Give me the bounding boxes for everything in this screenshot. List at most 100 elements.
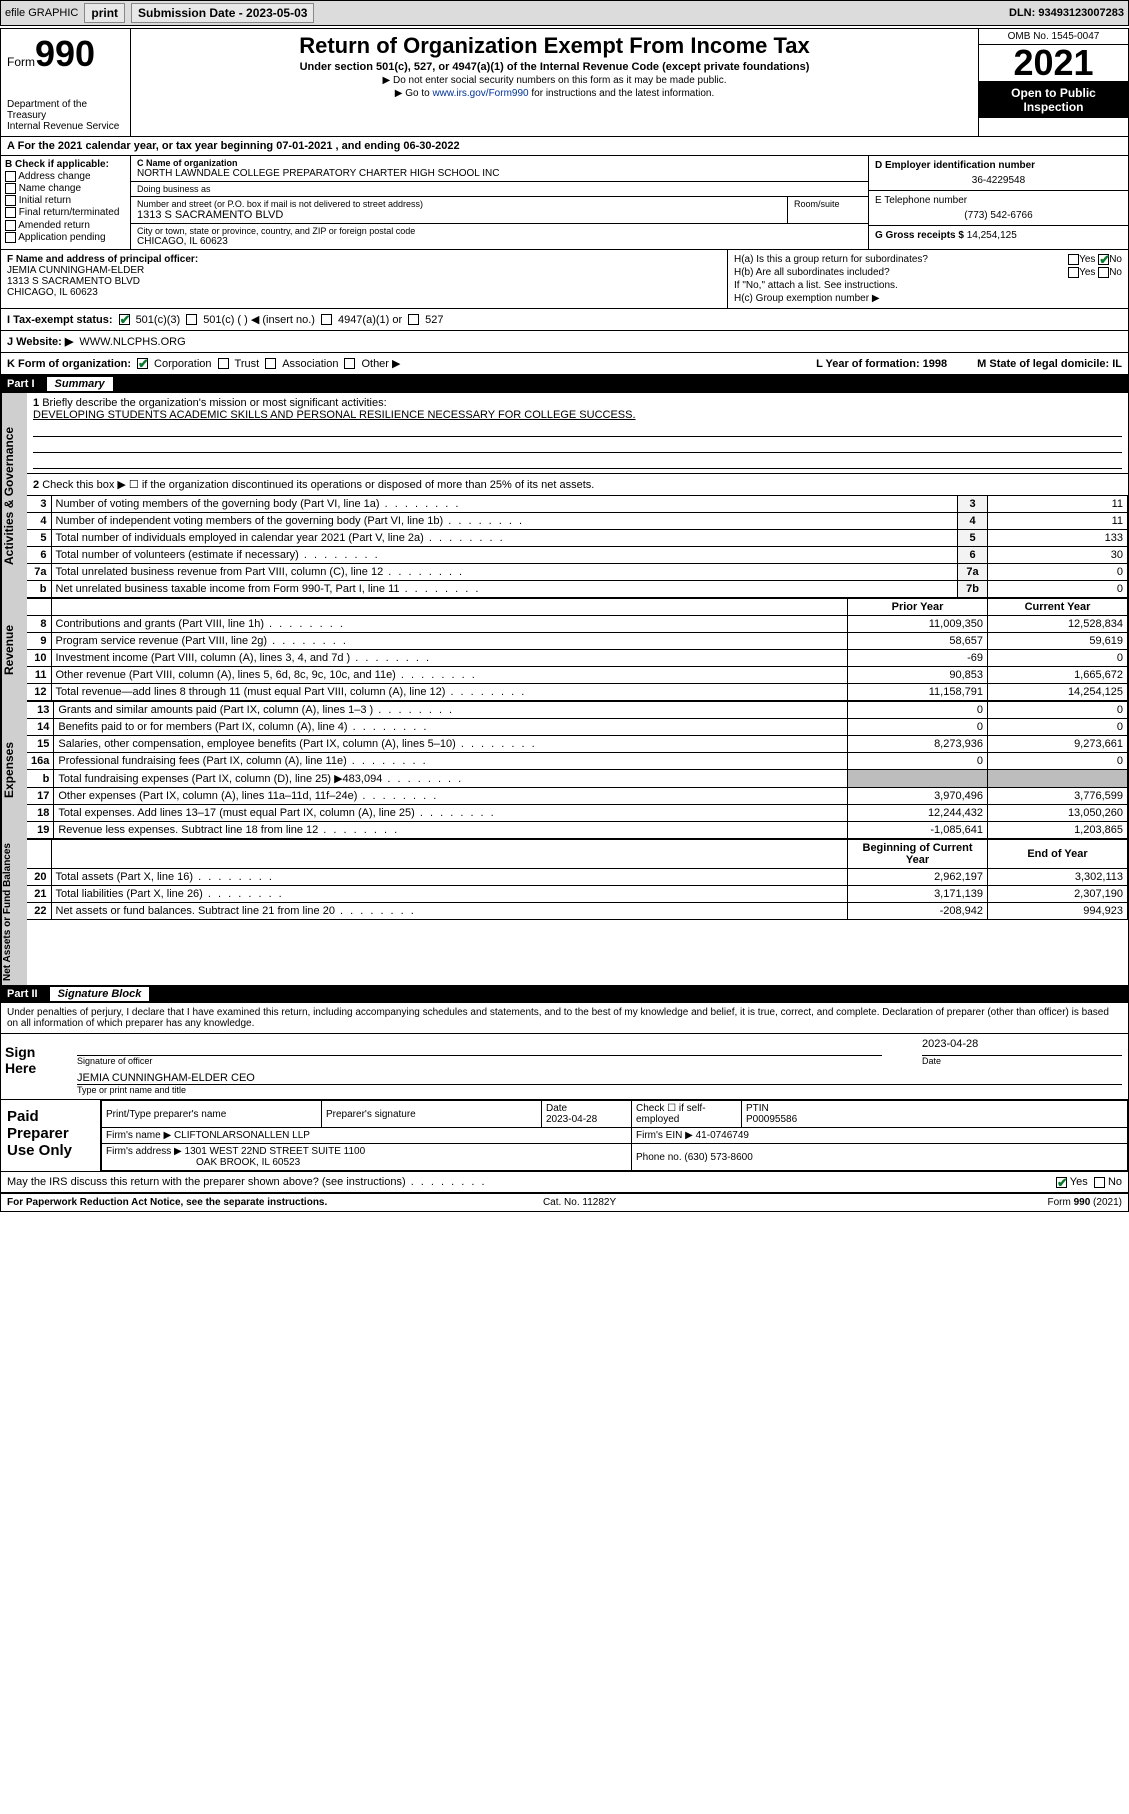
line-desc: Revenue less expenses. Subtract line 18 … [54, 822, 848, 839]
form-number: Form990 [7, 33, 124, 75]
sig-date: 2023-04-28 [922, 1038, 1122, 1056]
line-num: b [27, 770, 54, 788]
line-a-text: For the 2021 calendar year, or tax year … [18, 140, 460, 152]
line-num: 20 [27, 869, 51, 886]
line-ref: 7b [958, 581, 988, 598]
current-value: 9,273,661 [988, 736, 1128, 753]
line-num: 15 [27, 736, 54, 753]
tax-exempt-status-row: I Tax-exempt status: 501(c)(3) 501(c) ( … [1, 309, 1128, 331]
form-footer: Form 990 (2021) [1047, 1197, 1122, 1208]
chk-name-change[interactable]: Name change [5, 183, 126, 194]
header-middle: Return of Organization Exempt From Incom… [131, 29, 978, 136]
chk-association[interactable] [265, 358, 276, 369]
prior-value: 0 [848, 702, 988, 719]
right-info-column: D Employer identification number 36-4229… [868, 156, 1128, 249]
line-desc: Benefits paid to or for members (Part IX… [54, 719, 848, 736]
irs-label: Internal Revenue Service [7, 121, 124, 132]
chk-trust[interactable] [218, 358, 229, 369]
line-num: 19 [27, 822, 54, 839]
col-header: End of Year [988, 840, 1128, 869]
chk-address-change[interactable]: Address change [5, 171, 126, 182]
opt-other: Other ▶ [361, 357, 400, 370]
current-value: 0 [988, 719, 1128, 736]
governance-section: Activities & Governance 1 Briefly descri… [1, 393, 1128, 598]
hb-label: H(b) Are all subordinates included? [734, 267, 890, 278]
group-return-box: H(a) Is this a group return for subordin… [728, 250, 1128, 308]
line-value: 11 [988, 496, 1128, 513]
line-num: 7a [27, 564, 51, 581]
current-value: 2,307,190 [988, 886, 1128, 903]
submission-date-button[interactable]: Submission Date - 2023-05-03 [131, 3, 314, 23]
line-desc: Grants and similar amounts paid (Part IX… [54, 702, 848, 719]
dln-label: DLN: 93493123007283 [1009, 7, 1124, 19]
line-num: 22 [27, 903, 51, 920]
firm-ein-label: Firm's EIN ▶ [636, 1130, 693, 1141]
opt-501c: 501(c) ( ) ◀ (insert no.) [203, 313, 315, 326]
firm-name-label: Firm's name ▶ [106, 1130, 171, 1141]
phone-cell: E Telephone number (773) 542-6766 [869, 191, 1128, 226]
paid-preparer-block: Paid Preparer Use Only Print/Type prepar… [1, 1100, 1128, 1172]
hb-row: H(b) Are all subordinates included? Yes … [734, 267, 1122, 278]
line-num: 14 [27, 719, 54, 736]
print-button[interactable]: print [84, 3, 125, 23]
chk-discuss-no[interactable] [1094, 1177, 1105, 1188]
prior-value: 8,273,936 [848, 736, 988, 753]
chk-amended-return[interactable]: Amended return [5, 220, 126, 231]
chk-501c[interactable] [186, 314, 197, 325]
chk-501c3[interactable] [119, 314, 130, 325]
pt-check-label: Check ☐ if self-employed [632, 1101, 742, 1128]
chk-application-pending[interactable]: Application pending [5, 232, 126, 243]
sign-here-block: Sign Here Signature of officer 2023-04-2… [1, 1034, 1128, 1100]
line-desc: Number of voting members of the governin… [51, 496, 958, 513]
vtab-netassets: Net Assets or Fund Balances [1, 839, 27, 985]
line-num: 8 [27, 616, 51, 633]
city-value: CHICAGO, IL 60623 [137, 236, 862, 247]
discuss-yes: Yes [1070, 1176, 1088, 1188]
line-desc: Other expenses (Part IX, column (A), lin… [54, 788, 848, 805]
revenue-section: Revenue Prior Year Current Year8 Contrib… [1, 598, 1128, 701]
gross-value: 14,254,125 [967, 230, 1017, 241]
dba-label: Doing business as [137, 184, 862, 194]
chk-corporation[interactable] [137, 358, 148, 369]
street-cell: Number and street (or P.O. box if mail i… [131, 197, 788, 223]
hc-row: H(c) Group exemption number ▶ [734, 293, 1122, 304]
line-ref: 4 [958, 513, 988, 530]
paid-preparer-label: Paid Preparer Use Only [1, 1100, 101, 1171]
chk-discuss-yes[interactable] [1056, 1177, 1067, 1188]
line-desc: Total number of individuals employed in … [51, 530, 958, 547]
pt-date-label: Date [546, 1103, 567, 1114]
line-desc: Total unrelated business revenue from Pa… [51, 564, 958, 581]
line-ref: 5 [958, 530, 988, 547]
current-value: 59,619 [988, 633, 1128, 650]
firm-name: CLIFTONLARSONALLEN LLP [174, 1130, 310, 1141]
part2-title: Signature Block [50, 987, 150, 1001]
website-url: WWW.NLCPHS.ORG [79, 336, 185, 348]
line-num: b [27, 581, 51, 598]
chk-other[interactable] [344, 358, 355, 369]
chk-527[interactable] [408, 314, 419, 325]
chk-4947[interactable] [321, 314, 332, 325]
prior-value: 58,657 [848, 633, 988, 650]
dept-label: Department of the Treasury [7, 99, 124, 121]
firm-city: OAK BROOK, IL 60523 [106, 1157, 300, 1168]
line-num: 21 [27, 886, 51, 903]
prior-value: 12,244,432 [848, 805, 988, 822]
officer-name: JEMIA CUNNINGHAM-ELDER [7, 265, 721, 276]
hb-note: If "No," attach a list. See instructions… [734, 280, 1122, 291]
q1-text: Briefly describe the organization's miss… [42, 397, 386, 409]
ptin-label: PTIN [746, 1103, 769, 1114]
line-desc: Total expenses. Add lines 13–17 (must eq… [54, 805, 848, 822]
cat-no: Cat. No. 11282Y [543, 1197, 616, 1208]
firm-phone: (630) 573-8600 [684, 1152, 752, 1163]
chk-final-return[interactable]: Final return/terminated [5, 207, 126, 218]
current-value: 3,302,113 [988, 869, 1128, 886]
line-a-tax-year: A For the 2021 calendar year, or tax yea… [1, 137, 1128, 156]
line-desc: Total assets (Part X, line 16) [51, 869, 848, 886]
street-row: Number and street (or P.O. box if mail i… [131, 197, 868, 224]
irs-link[interactable]: www.irs.gov/Form990 [432, 88, 528, 99]
org-name: NORTH LAWNDALE COLLEGE PREPARATORY CHART… [137, 168, 862, 179]
header-note2: ▶ Go to www.irs.gov/Form990 for instruct… [137, 88, 972, 99]
chk-initial-return[interactable]: Initial return [5, 195, 126, 206]
sig-officer-label: Signature of officer [77, 1056, 882, 1066]
dba-cell: Doing business as [131, 182, 868, 197]
